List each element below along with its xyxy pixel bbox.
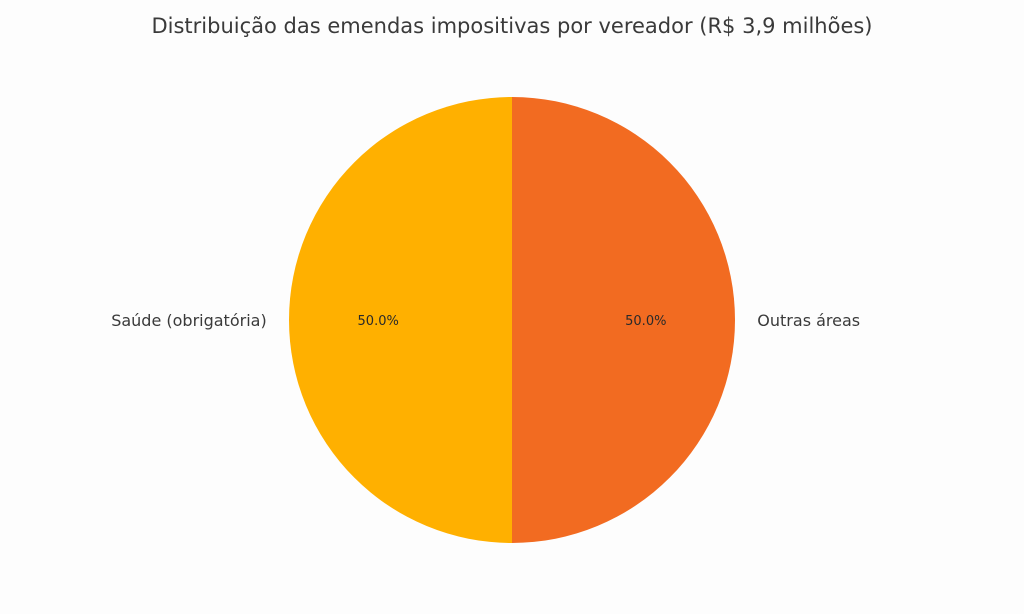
pie-slice-1-percent: 50.0% [625, 314, 666, 329]
pie-labels: 50.0% Outras áreas 50.0% Saúde (obrigatória… [111, 311, 860, 330]
pie-slices [289, 97, 735, 543]
pie-slice-2 [289, 97, 512, 543]
pie-slice-2-percent: 50.0% [358, 314, 399, 329]
pie-slice-1 [512, 97, 735, 543]
pie-slice-1-label: Outras áreas [757, 311, 860, 330]
chart-title: Distribuição das emendas impositivas por… [151, 14, 872, 38]
pie-slice-2-label: Saúde (obrigatória) [111, 311, 267, 330]
